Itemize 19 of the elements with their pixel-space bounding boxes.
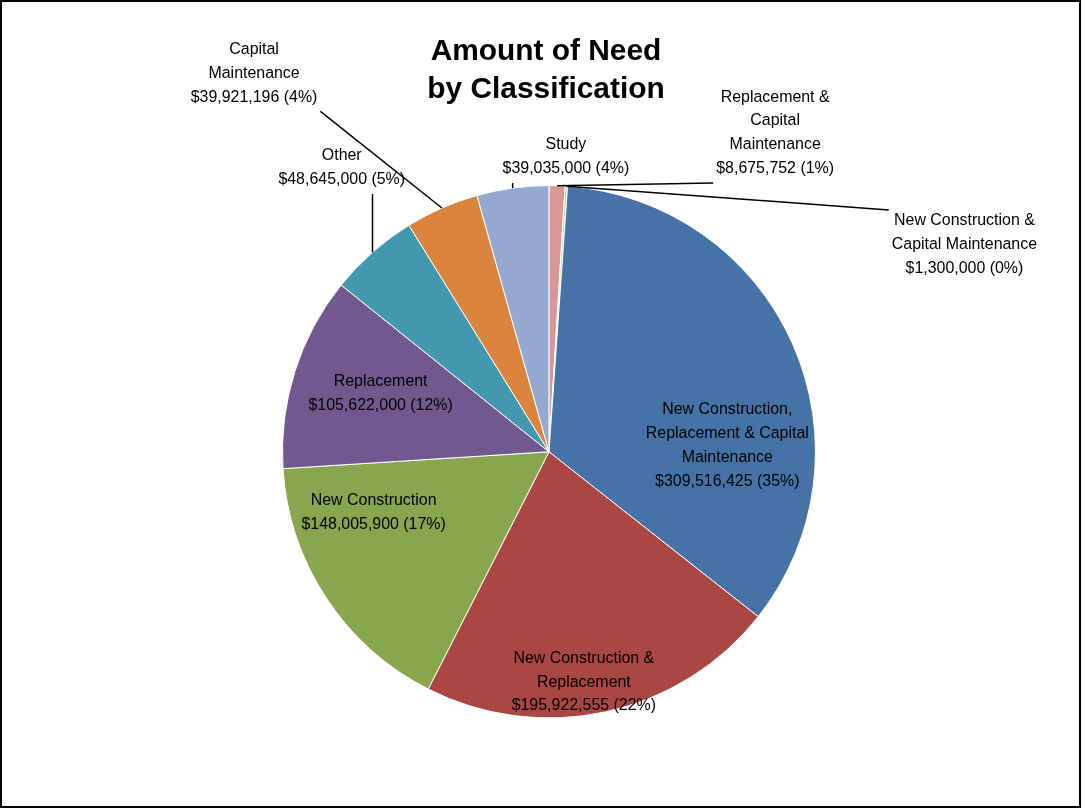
slice-label: Replacement [333,372,429,390]
slice-label: Capital Maintenance [208,39,300,81]
slice-label: Replacement & Capital Maintenance [720,87,830,153]
slice-label: New Construction & Replacement [513,648,655,690]
data-label: $48,645,000 (5%) [278,170,406,188]
data-label: $8,675,752 (1%) [716,159,835,177]
slice-label: New Construction & Capital Maintenance [891,210,1038,252]
data-label: $39,921,196 (4%) [190,87,318,105]
data-label: $195,922,555 (22%) [511,696,657,714]
slice-label: Study [545,135,587,153]
data-label: $1,300,000 (0%) [905,258,1024,276]
chart-title: Amount of Need by Classification [427,32,665,104]
slice-label: Other [321,146,363,164]
data-label: $148,005,900 (17%) [301,515,446,533]
data-label: $105,622,000 (12%) [308,395,453,413]
slice-label: New Construction [310,491,437,509]
slice-label: New Construction, Replacement & Capital Maintenance [645,399,809,465]
data-label: $309,516,425 (35%) [655,471,800,489]
data-label: $39,035,000 (4%) [502,159,630,177]
